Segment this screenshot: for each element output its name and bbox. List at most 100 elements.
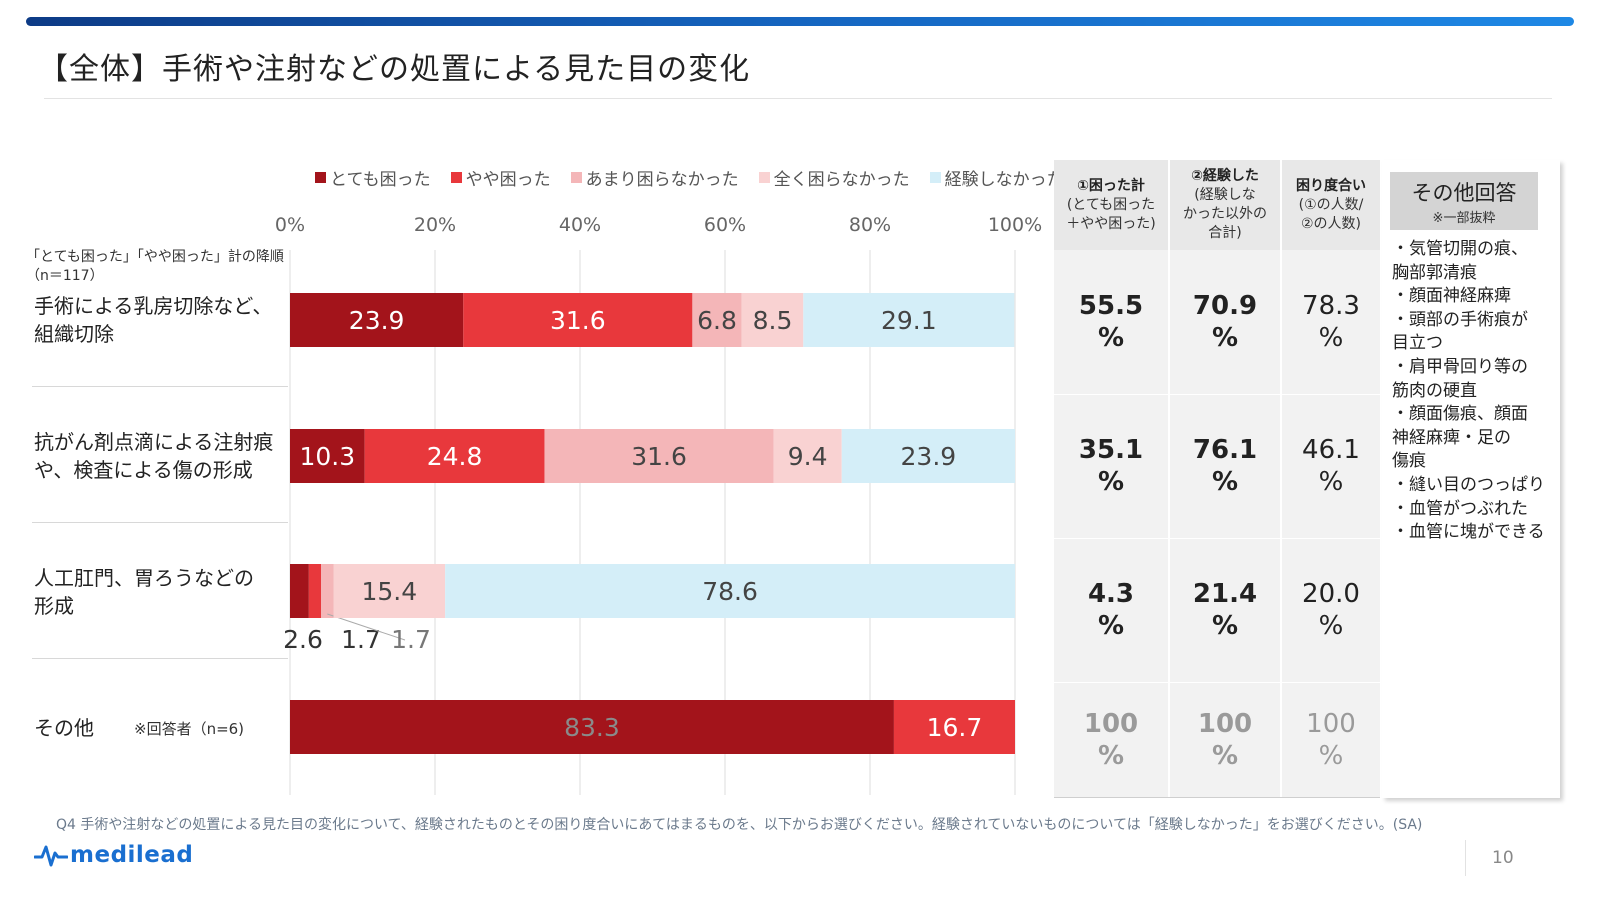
table-header-title: ②経験した [1191, 168, 1259, 184]
table-cell: 100% [1170, 682, 1280, 798]
x-tick-label: 40% [559, 214, 601, 236]
cell-unit: % [1211, 611, 1239, 641]
other-answer-line: ・顔面傷痕、顔面 [1392, 404, 1528, 425]
other-n-note: ※回答者（n=6) [134, 720, 245, 738]
bar-segment [333, 564, 446, 618]
cell-value: 20.0 [1302, 579, 1360, 609]
table-header-sub: ＋やや困った) [1066, 215, 1156, 232]
data-label: 83.3 [564, 713, 620, 742]
legend-item: 経験しなかった [929, 164, 1064, 190]
table-row-divider [1170, 538, 1280, 539]
other-answer-line: ・血管に塊ができる [1392, 522, 1545, 543]
cell-unit: % [1097, 611, 1125, 641]
other-answer-line: ・血管がつぶれた [1392, 498, 1528, 519]
category-label-line: 組織切除 [34, 322, 114, 346]
table-cell: 4.3% [1054, 538, 1168, 682]
table-cell: 100% [1054, 682, 1168, 798]
other-answer-line: ・気管切開の痕、 [1392, 239, 1528, 259]
legend-label: 経験しなかった [944, 169, 1064, 190]
other-answers-subtitle: ※一部抜粋 [1432, 210, 1496, 226]
data-label: 9.4 [788, 442, 828, 471]
other-answers-title: その他回答 [1411, 180, 1517, 205]
table-row-divider [1054, 682, 1168, 683]
other-answer-line: 筋肉の硬直 [1392, 380, 1477, 401]
bar-segment [773, 429, 842, 483]
cell-unit: % [1318, 741, 1344, 771]
bar-segment [741, 293, 804, 347]
x-tick-label: 20% [414, 214, 456, 236]
table-column-total-trouble: ①困った計 (とても困った ＋やや困った) 55.5% 35.1% 4.3% 1… [1054, 160, 1168, 798]
table-row-divider [1054, 538, 1168, 539]
data-label: 15.4 [361, 577, 417, 606]
table-cell: 100% [1282, 682, 1380, 798]
legend-label: やや困った [465, 169, 551, 190]
data-label: 1.7 [341, 625, 381, 654]
cell-value: 100 [1083, 709, 1139, 739]
table-row-divider [1282, 394, 1380, 395]
cell-value: 78.3 [1302, 291, 1360, 321]
table-cell: 76.1% [1170, 394, 1280, 538]
brand-name: medilead [70, 842, 194, 868]
category-label-line: 形成 [34, 594, 74, 618]
cell-value: 100 [1306, 709, 1356, 739]
other-answer-line: 傷痕 [1392, 451, 1426, 472]
row-divider [32, 522, 288, 523]
bar-segment [308, 564, 322, 618]
leader-line [327, 613, 406, 641]
table-header-sub: ②の人数) [1300, 215, 1361, 232]
table-header-title: 困り度合い [1296, 177, 1366, 194]
category-label: 抗がん剤点滴による注射痕 や、検査による傷の形成 [34, 428, 273, 484]
category-label: 手術による乳房切除など、 組織切除 [34, 292, 272, 348]
table-column-trouble-degree: 困り度合い (①の人数/ ②の人数) 78.3% 46.1% 20.0% 100… [1282, 160, 1380, 798]
x-tick-label: 100% [988, 214, 1042, 236]
cell-value: 4.3 [1087, 579, 1135, 609]
title-divider [44, 98, 1552, 99]
cell-value: 76.1 [1192, 435, 1258, 465]
legend-item: あまり困らなかった [570, 164, 739, 190]
x-tick-label: 80% [849, 214, 891, 236]
cell-unit: % [1318, 323, 1344, 353]
category-label-line: その他 [34, 716, 94, 740]
table-header: 困り度合い (①の人数/ ②の人数) [1282, 160, 1380, 250]
cell-unit: % [1211, 741, 1239, 771]
x-tick-label: 0% [275, 214, 305, 236]
legend-label: とても困った [330, 169, 431, 190]
cell-value: 55.5 [1078, 291, 1144, 321]
cell-value: 35.1 [1078, 435, 1144, 465]
data-label: 8.5 [753, 306, 793, 335]
sort-note-n: （n＝117） [26, 268, 104, 284]
cell-unit: % [1318, 467, 1344, 497]
legend-swatch [929, 171, 941, 183]
data-label: 16.7 [927, 713, 983, 742]
cell-unit: % [1097, 741, 1125, 771]
table-header-sub: (①の人数/ [1298, 196, 1364, 213]
table-header-title: ①困った計 [1077, 177, 1145, 194]
data-label: 23.9 [349, 306, 405, 335]
other-answer-line: ・顔面神経麻痺 [1392, 286, 1511, 307]
table-bottom-border [1054, 797, 1380, 798]
cell-unit: % [1097, 323, 1125, 353]
bar-segment [364, 429, 545, 483]
table-column-experienced: ②経験した (経験しな かった以外の 合計) 70.9% 76.1% 21.4%… [1170, 160, 1280, 798]
legend-label: 全く困らなかった [773, 169, 910, 190]
table-header-sub: (経験しな [1194, 187, 1256, 203]
pulse-icon [34, 845, 68, 867]
table-cell: 55.5% [1054, 250, 1168, 394]
chart-legend: とても困った やや困った あまり困らなかった 全く困らなかった 経験しなかった [315, 164, 1064, 190]
bar-segment [290, 700, 894, 754]
category-label-line: 手術による乳房切除など、 [34, 294, 273, 318]
data-label: 6.8 [697, 306, 737, 335]
bar-segment [290, 564, 309, 618]
other-answer-line: ・頭部の手術痕が [1392, 309, 1528, 330]
other-answer-line: 神経麻痺・足の [1392, 427, 1511, 448]
category-label-line: 抗がん剤点滴による注射痕 [34, 430, 274, 454]
question-footnote: Q4 手術や注射などの処置による見た目の変化について、経験されたものとその困り度… [56, 817, 1423, 833]
cell-unit: % [1097, 467, 1125, 497]
page-number-divider [1465, 840, 1466, 876]
sort-note: 「とても困った」「やや困った」計の降順 （n＝117） [26, 248, 284, 286]
bar-segment [544, 429, 774, 483]
bar-segment [321, 564, 334, 618]
other-answers-panel: その他回答 ※一部抜粋 ・気管切開の痕、 胸部郭清痕 ・顔面神経麻痺 ・頭部の手… [1382, 160, 1560, 798]
table-header: ②経験した (経験しな かった以外の 合計) [1170, 160, 1280, 250]
legend-swatch [450, 171, 462, 183]
